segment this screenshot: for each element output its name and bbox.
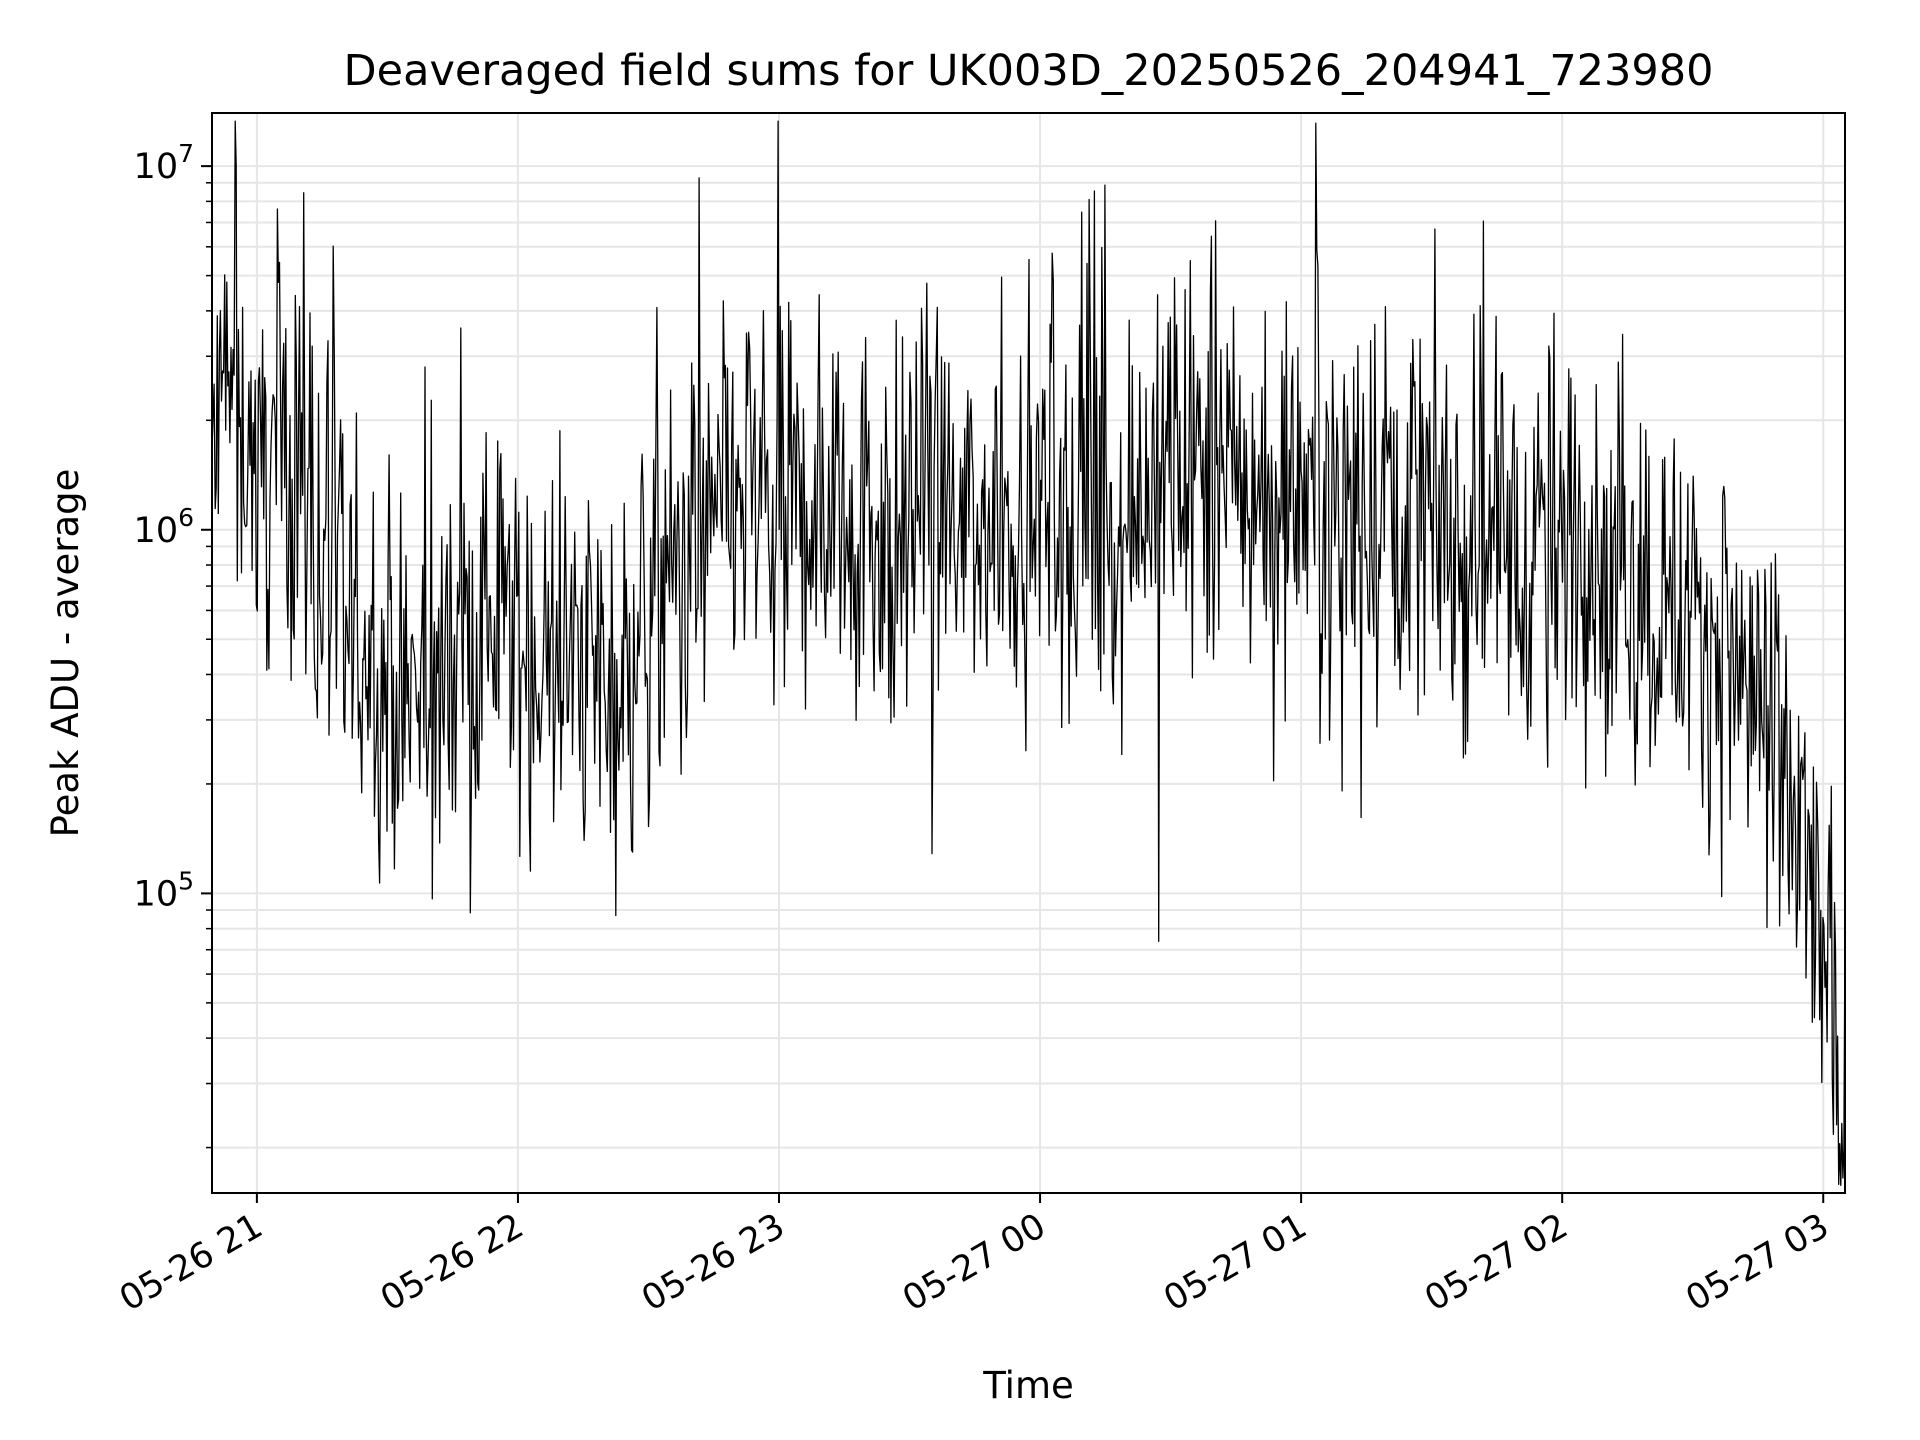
x-axis-title: Time [982, 1364, 1074, 1407]
y-tick-label: 106 [134, 503, 194, 551]
y-axis-title: Peak ADU - average [44, 469, 87, 838]
y-tick-label: 107 [134, 139, 194, 187]
series-line [211, 120, 1846, 1186]
series-layer [211, 120, 1846, 1186]
plot-frame [211, 112, 1846, 1194]
chart-title: Deaveraged field sums for UK003D_2025052… [344, 46, 1714, 96]
y-tick-label: 105 [134, 866, 194, 914]
